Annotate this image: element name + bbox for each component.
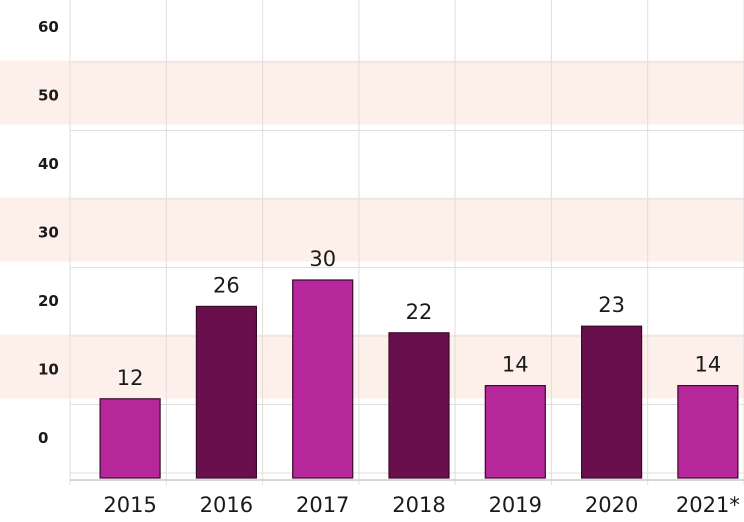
bar-2019 (484, 385, 546, 479)
x-tick-label: 2018 (392, 493, 445, 517)
y-tick-label: 40 (38, 155, 59, 173)
y-tick-label: 60 (38, 18, 59, 36)
data-label: 14 (695, 353, 722, 377)
y-tick-label: 20 (38, 292, 59, 310)
bar-2015 (99, 398, 161, 479)
bar-2020 (580, 325, 643, 479)
x-tick-label: 2016 (200, 493, 253, 517)
bar-2016 (195, 305, 257, 479)
y-tick-label: 30 (38, 224, 59, 242)
data-label: 12 (117, 366, 144, 390)
y-tick-label: 50 (38, 87, 59, 105)
gridlines (69, 0, 744, 485)
x-tick-label: 2017 (296, 493, 349, 517)
bar-2021* (677, 385, 739, 479)
band-50 (0, 60, 744, 125)
y-tick-label: 0 (38, 429, 48, 447)
x-tick-label: 2021* (676, 493, 740, 517)
data-label: 26 (213, 273, 240, 297)
x-axis-ticks: 2015 2016 2017 2018 2019 2020 2021* (103, 493, 740, 517)
data-label: 14 (502, 353, 529, 377)
x-tick-label: 2015 (103, 493, 156, 517)
x-tick-label: 2020 (585, 493, 638, 517)
band-30 (0, 197, 744, 262)
bars (99, 279, 739, 479)
y-axis-ticks: 0 10 20 30 40 50 60 (38, 18, 59, 447)
data-labels: 12 26 30 22 14 23 14 (117, 247, 722, 390)
bar-2017 (292, 279, 354, 479)
data-label: 30 (309, 247, 336, 271)
bar-2018 (388, 332, 450, 479)
data-label: 22 (406, 300, 433, 324)
y-tick-label: 10 (38, 361, 59, 379)
x-tick-label: 2019 (489, 493, 542, 517)
data-label: 23 (598, 293, 625, 317)
